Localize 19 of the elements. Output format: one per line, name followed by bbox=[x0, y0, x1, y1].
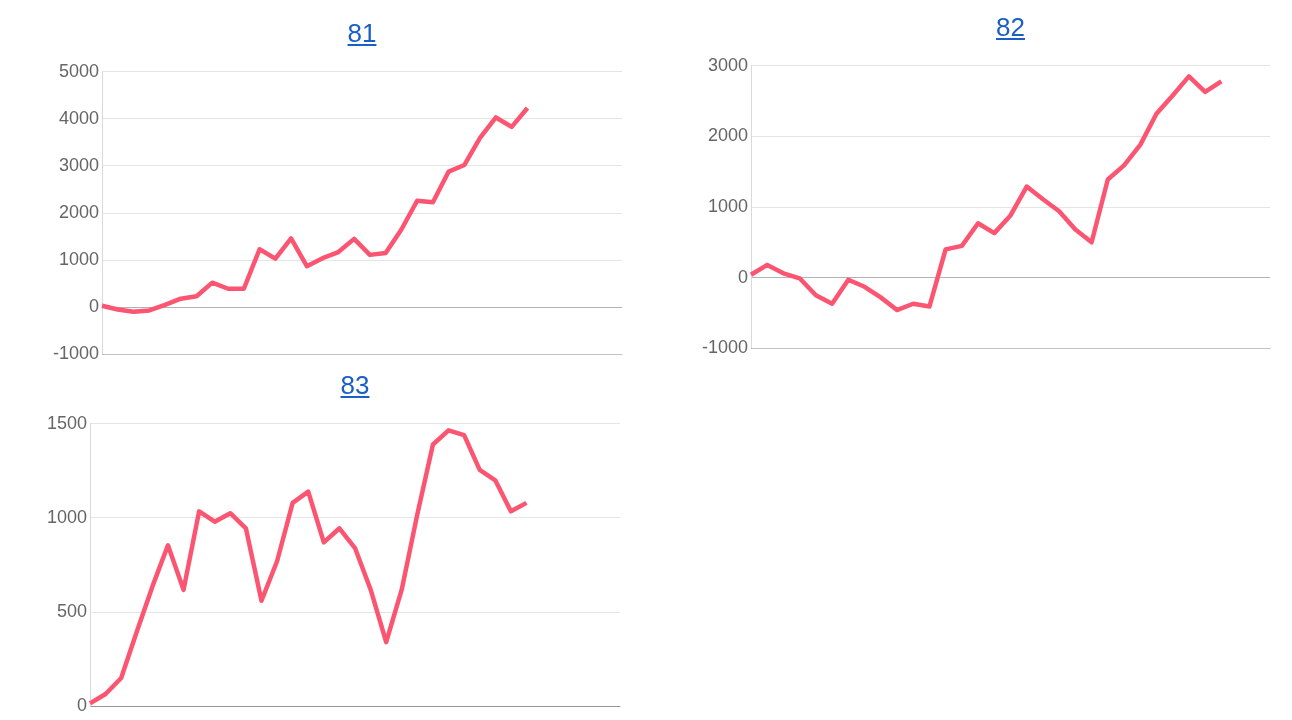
y-tick-label: 5000 bbox=[58, 60, 99, 81]
y-tick-label: 1000 bbox=[46, 506, 87, 527]
y-tick-label: 4000 bbox=[58, 107, 99, 128]
y-tick-label: 3000 bbox=[58, 154, 99, 175]
chart-title: 81 bbox=[346, 18, 378, 49]
y-tick-label: 500 bbox=[56, 601, 87, 622]
y-tick-label: 2000 bbox=[707, 125, 748, 146]
chart-title: 82 bbox=[995, 12, 1026, 43]
y-tick-label: -1000 bbox=[52, 343, 99, 364]
y-tick-label: -1000 bbox=[701, 337, 748, 358]
y-tick-label: 1000 bbox=[707, 195, 748, 216]
y-tick-label: 3000 bbox=[707, 54, 748, 75]
y-tick-label: 0 bbox=[76, 695, 87, 716]
y-tick-label: 1500 bbox=[46, 412, 87, 433]
y-tick-label: 0 bbox=[737, 266, 748, 287]
chart-title: 83 bbox=[339, 370, 371, 401]
y-tick-label: 1000 bbox=[58, 249, 99, 270]
y-tick-label: 2000 bbox=[58, 201, 99, 222]
y-tick-label: 0 bbox=[88, 296, 99, 317]
